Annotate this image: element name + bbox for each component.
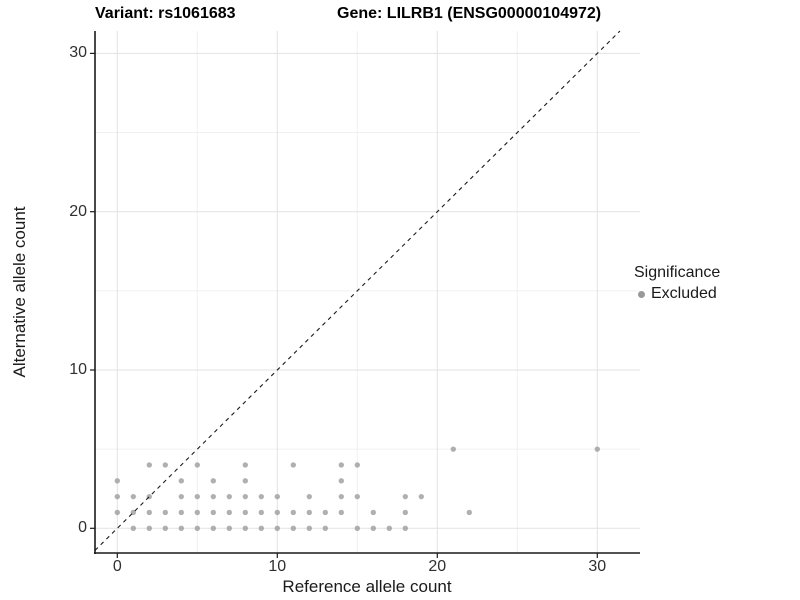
- data-point: [338, 462, 344, 468]
- data-point: [162, 525, 168, 531]
- data-point: [114, 478, 121, 484]
- data-point: [226, 493, 232, 500]
- data-point: [114, 509, 121, 516]
- data-point: [354, 525, 360, 531]
- data-point: [130, 525, 136, 531]
- data-point: [274, 525, 280, 531]
- data-point: [402, 525, 408, 531]
- data-point: [402, 509, 408, 516]
- legend-point-icon: [638, 290, 645, 298]
- data-point: [178, 493, 184, 500]
- data-point: [338, 478, 344, 484]
- x-tick-label: 10: [268, 558, 287, 575]
- identity-reference-line: [94, 30, 621, 551]
- data-point: [290, 509, 296, 516]
- data-point: [306, 509, 312, 516]
- data-point: [258, 525, 264, 531]
- data-point: [274, 493, 280, 500]
- data-point: [370, 509, 376, 516]
- data-point: [402, 493, 408, 500]
- data-point: [226, 525, 232, 531]
- data-point: [338, 509, 344, 516]
- data-point: [146, 462, 152, 468]
- data-point: [162, 462, 168, 468]
- plot-title-gene: Gene: LILRB1 (ENSG00000104972): [337, 5, 602, 22]
- y-tick-label: 0: [78, 519, 87, 537]
- data-point: [322, 509, 328, 516]
- data-point: [338, 493, 344, 500]
- data-point: [418, 493, 424, 500]
- data-point: [194, 509, 200, 516]
- data-point: [466, 509, 472, 516]
- data-point: [162, 509, 168, 516]
- data-point: [210, 478, 216, 484]
- data-point: [290, 462, 296, 468]
- data-point: [210, 525, 216, 531]
- data-point: [450, 446, 456, 452]
- data-point: [242, 462, 248, 468]
- data-point: [322, 525, 328, 531]
- data-point: [130, 493, 136, 500]
- data-point: [178, 525, 184, 531]
- y-tick-label: 30: [69, 44, 87, 62]
- data-point: [194, 462, 200, 468]
- data-point: [258, 493, 264, 500]
- legend-item-label: Excluded: [651, 285, 717, 302]
- data-point: [226, 509, 232, 516]
- data-point: [210, 509, 216, 516]
- data-point: [258, 509, 264, 516]
- y-tick-label: 20: [69, 202, 87, 220]
- data-point: [178, 509, 184, 516]
- x-tick-label: 30: [588, 558, 607, 575]
- x-tick-label: 0: [112, 558, 122, 575]
- data-point: [290, 525, 296, 531]
- data-point: [242, 509, 248, 516]
- data-point: [242, 478, 248, 484]
- data-point: [210, 493, 216, 500]
- data-point: [370, 525, 376, 531]
- data-point: [146, 525, 152, 531]
- y-axis-title: Alternative allele count: [10, 206, 29, 378]
- data-point: [306, 493, 312, 500]
- data-point: [354, 462, 360, 468]
- data-point: [274, 509, 280, 516]
- x-axis-title: Reference allele count: [282, 577, 452, 596]
- plot-title-variant: Variant: rs1061683: [95, 5, 236, 22]
- data-point: [242, 493, 248, 500]
- legend: Significance Excluded: [634, 264, 720, 303]
- data-point: [194, 493, 200, 500]
- data-point: [194, 525, 200, 531]
- data-point: [178, 478, 184, 484]
- x-tick-label: 20: [428, 558, 447, 575]
- data-point: [386, 525, 392, 531]
- data-point: [306, 525, 312, 531]
- legend-title: Significance: [634, 264, 721, 281]
- data-point: [594, 446, 600, 452]
- data-point: [242, 525, 248, 531]
- data-point: [354, 493, 360, 500]
- y-tick-label: 10: [69, 361, 87, 378]
- legend-item-excluded: Excluded: [634, 285, 720, 303]
- data-point: [146, 509, 152, 516]
- data-point: [114, 493, 121, 500]
